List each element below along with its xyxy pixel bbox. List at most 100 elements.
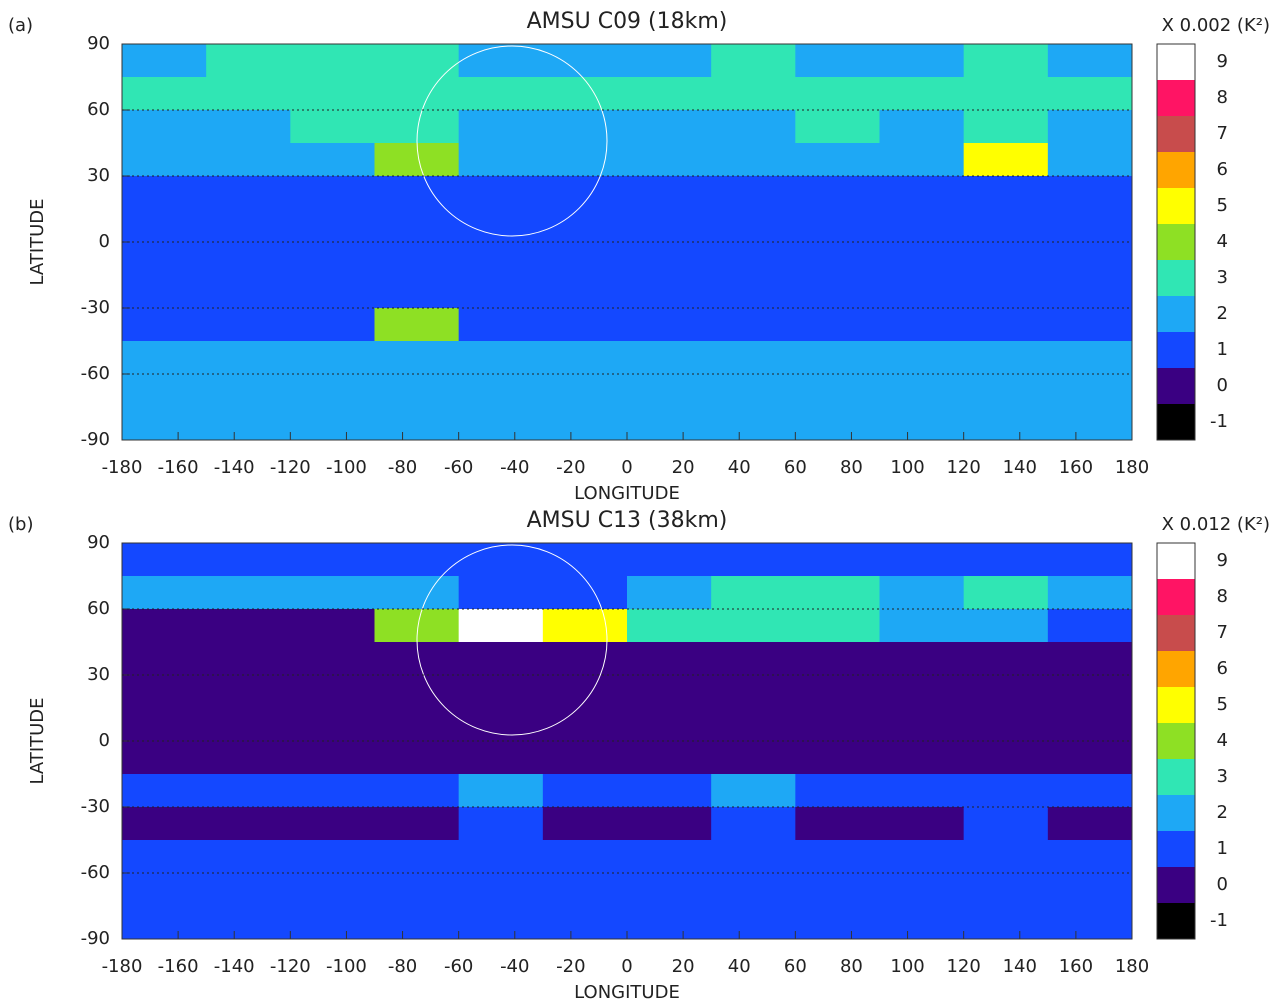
cell bbox=[206, 308, 291, 342]
cell bbox=[627, 576, 712, 610]
cell bbox=[963, 308, 1049, 342]
cell bbox=[374, 906, 460, 940]
cell bbox=[963, 708, 1049, 742]
cell bbox=[206, 176, 291, 210]
cell bbox=[122, 110, 207, 144]
cell bbox=[542, 341, 628, 375]
cell bbox=[879, 774, 965, 808]
cell bbox=[290, 906, 375, 940]
cell bbox=[290, 110, 375, 144]
colorbar-segment bbox=[1157, 224, 1195, 260]
x-tick-label: 180 bbox=[1115, 457, 1149, 478]
cell bbox=[627, 840, 712, 874]
cell bbox=[122, 341, 207, 375]
cell bbox=[206, 576, 291, 610]
cell bbox=[627, 308, 712, 342]
cell bbox=[458, 642, 544, 676]
cell bbox=[374, 308, 460, 342]
cell bbox=[963, 774, 1049, 808]
panel-label: (b) bbox=[8, 514, 33, 535]
cell bbox=[206, 675, 291, 709]
cell bbox=[1047, 341, 1133, 375]
cell bbox=[1047, 77, 1133, 111]
cell bbox=[374, 341, 460, 375]
cell bbox=[458, 341, 544, 375]
y-tick-label: 0 bbox=[99, 730, 110, 751]
cell bbox=[963, 642, 1049, 676]
cell bbox=[963, 675, 1049, 709]
cell bbox=[1047, 308, 1133, 342]
y-tick-label: -30 bbox=[81, 297, 110, 318]
cell bbox=[542, 807, 628, 841]
cell bbox=[122, 407, 207, 441]
heatmap-cells bbox=[122, 44, 1133, 441]
cell bbox=[711, 708, 796, 742]
cell bbox=[206, 741, 291, 775]
colorbar-tick-label: 4 bbox=[1217, 730, 1228, 751]
cell bbox=[1047, 840, 1133, 874]
cell bbox=[206, 906, 291, 940]
colorbar-segment bbox=[1157, 543, 1195, 579]
cell bbox=[1047, 741, 1133, 775]
colorbar-segment bbox=[1157, 260, 1195, 296]
cell bbox=[206, 209, 291, 243]
cell bbox=[963, 741, 1049, 775]
cell bbox=[458, 576, 544, 610]
colorbar-segment bbox=[1157, 723, 1195, 759]
x-tick-label: 160 bbox=[1059, 457, 1093, 478]
cell bbox=[290, 576, 375, 610]
x-tick-label: 20 bbox=[672, 457, 695, 478]
cell bbox=[879, 209, 965, 243]
y-tick-label: -30 bbox=[81, 796, 110, 817]
cell bbox=[374, 807, 460, 841]
cell bbox=[290, 840, 375, 874]
cell bbox=[711, 110, 796, 144]
cell bbox=[627, 543, 712, 577]
cell bbox=[711, 642, 796, 676]
cell bbox=[879, 807, 965, 841]
cell bbox=[1047, 609, 1133, 643]
colorbar-tick-label: 9 bbox=[1217, 550, 1228, 571]
cell bbox=[963, 543, 1049, 577]
cell bbox=[542, 242, 628, 276]
colorbar-tick-label: 4 bbox=[1217, 231, 1228, 252]
cell bbox=[879, 642, 965, 676]
cell bbox=[206, 77, 291, 111]
x-tick-label: -60 bbox=[444, 457, 473, 478]
cell bbox=[879, 741, 965, 775]
colorbar-segment bbox=[1157, 759, 1195, 795]
region-circle bbox=[416, 45, 608, 237]
cell bbox=[627, 77, 712, 111]
cell bbox=[879, 275, 965, 309]
cell bbox=[290, 708, 375, 742]
cell bbox=[542, 275, 628, 309]
colorbar-segment bbox=[1157, 867, 1195, 903]
cell bbox=[879, 873, 965, 907]
colorbar-tick-label: 6 bbox=[1217, 658, 1228, 679]
cell bbox=[542, 609, 628, 643]
cell bbox=[458, 774, 544, 808]
cell bbox=[711, 543, 796, 577]
x-tick-label: -20 bbox=[556, 956, 585, 977]
cell bbox=[206, 807, 291, 841]
cell bbox=[711, 407, 796, 441]
cell bbox=[795, 609, 880, 643]
cell bbox=[795, 374, 880, 408]
cell bbox=[795, 873, 880, 907]
cell bbox=[122, 308, 207, 342]
x-tick-label: -100 bbox=[326, 956, 367, 977]
cell bbox=[627, 774, 712, 808]
cell bbox=[879, 143, 965, 177]
cell bbox=[122, 642, 207, 676]
x-tick-label: -120 bbox=[270, 956, 311, 977]
colorbar-segment bbox=[1157, 368, 1195, 404]
cell bbox=[458, 242, 544, 276]
cell bbox=[290, 774, 375, 808]
colorbar-tick-label: 1 bbox=[1217, 838, 1228, 859]
cell bbox=[627, 873, 712, 907]
cell bbox=[795, 341, 880, 375]
cell bbox=[290, 44, 375, 78]
cell bbox=[627, 642, 712, 676]
cell bbox=[963, 576, 1049, 610]
cell bbox=[122, 374, 207, 408]
